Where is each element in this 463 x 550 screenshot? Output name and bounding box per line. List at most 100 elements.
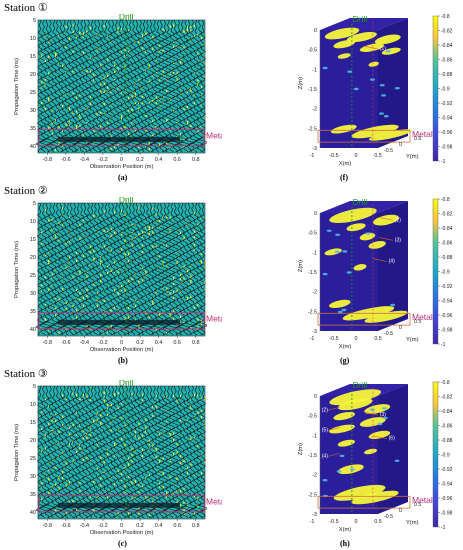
- radar-highlight: [110, 325, 112, 328]
- minor-reflection: [337, 310, 343, 314]
- radar-highlight: [162, 70, 164, 73]
- radar-highlight: [193, 235, 195, 239]
- metal-label: Metal: [412, 129, 433, 139]
- radar-highlight: [134, 430, 136, 433]
- radar-highlight: [114, 146, 116, 149]
- radar-highlight: [176, 289, 178, 293]
- metal-label: Metal: [412, 495, 433, 505]
- radar-highlight: [62, 394, 64, 397]
- x-tick-label: 0: [355, 153, 358, 159]
- radar-highlight: [166, 331, 168, 335]
- radar-highlight: [124, 253, 126, 256]
- x-tick-label: -0.4: [80, 157, 89, 163]
- radar-highlight: [117, 31, 119, 34]
- panel-label-h: (h): [340, 539, 350, 548]
- radar-highlight: [166, 491, 168, 494]
- radar-highlight: [138, 146, 140, 149]
- drill-label: Drill: [119, 14, 134, 22]
- minor-reflection: [394, 87, 400, 90]
- radar-highlight: [103, 400, 105, 403]
- radar-highlight: [166, 396, 168, 399]
- depth-tick-label: -0.5: [384, 514, 393, 520]
- radar-highlight: [114, 64, 116, 67]
- radar-highlight: [68, 216, 71, 219]
- x-tick-label: 0.5: [374, 153, 381, 159]
- anomaly-blobs: [322, 389, 400, 505]
- radar-highlight: [48, 40, 50, 43]
- anomaly-blob: [333, 40, 355, 49]
- radar-highlight: [100, 111, 102, 114]
- radar-highlight: [186, 270, 189, 273]
- radar-highlight: [86, 70, 88, 73]
- x-tick-label: 0.2: [136, 157, 144, 163]
- radar-highlight: [100, 125, 102, 128]
- radar-highlight: [186, 467, 189, 470]
- callout-label: (5): [322, 427, 328, 433]
- drill-label: Drill: [353, 197, 368, 207]
- radar-highlight: [75, 411, 78, 415]
- anomaly-blob: [351, 124, 399, 139]
- radar-highlight: [96, 300, 98, 303]
- radar-highlight: [145, 231, 147, 234]
- radar-highlight: [169, 315, 171, 318]
- radar-highlight: [62, 94, 64, 97]
- radar-highlight: [103, 210, 105, 213]
- radar-highlight: [58, 476, 60, 479]
- radar-highlight: [152, 302, 154, 305]
- depth-axis-label: Y(m): [406, 154, 419, 160]
- radar-highlight: [193, 248, 195, 251]
- radar-highlight: [166, 244, 168, 247]
- y-tick-label: 15: [30, 420, 36, 426]
- radar-highlight: [62, 223, 64, 226]
- radar-highlight: [155, 245, 157, 248]
- radar-highlight: [124, 317, 126, 320]
- radar-highlight: [127, 280, 130, 283]
- callout-line: [378, 216, 393, 221]
- x-tick-label: 0.8: [192, 157, 200, 163]
- radar-highlight: [110, 429, 112, 432]
- radar-highlight: [197, 79, 199, 82]
- radar-highlight: [117, 27, 119, 30]
- radar-highlight: [103, 391, 105, 394]
- radar-highlight: [134, 102, 136, 105]
- radar-highlight: [89, 245, 91, 248]
- radar-highlight: [58, 230, 60, 233]
- radar-highlight: [169, 292, 171, 295]
- radar-highlight: [179, 315, 182, 318]
- radar-highlight: [79, 114, 81, 117]
- radar-highlight: [58, 430, 60, 433]
- radar-highlight: [72, 460, 74, 463]
- radar-highlight: [124, 88, 126, 91]
- colorbar-tick-label: -0.98: [441, 511, 453, 517]
- radar-highlight: [190, 407, 192, 410]
- radar-highlight: [138, 280, 140, 283]
- radar-highlight: [110, 235, 112, 238]
- radar-highlight: [51, 429, 53, 433]
- radar-highlight: [138, 490, 140, 493]
- minor-reflection: [379, 112, 384, 115]
- y-tick-label: 30: [30, 291, 36, 297]
- colorbar-tick-label: -0.86: [441, 241, 453, 247]
- radar-highlight: [200, 472, 202, 475]
- z-tick-label: 0: [314, 211, 317, 217]
- anomaly-blob: [330, 124, 357, 134]
- radar-highlight: [197, 223, 199, 226]
- radar-highlight: [159, 433, 161, 436]
- radar-highlight: [96, 467, 98, 471]
- radar-highlight: [159, 255, 161, 258]
- radar-highlight: [127, 463, 130, 466]
- radar-highlight: [114, 444, 116, 447]
- radar-highlight: [131, 393, 133, 396]
- radar-highlight: [114, 78, 116, 82]
- radar-highlight: [148, 142, 150, 145]
- radar-highlight: [75, 127, 78, 131]
- radar-highlight: [68, 433, 71, 436]
- radar-highlight: [86, 122, 88, 125]
- x-tick-label: -0.6: [61, 523, 70, 529]
- radar-highlight: [155, 456, 157, 459]
- radar-highlight: [55, 413, 57, 416]
- anomaly-blob: [337, 439, 356, 447]
- radar-highlight: [152, 120, 154, 123]
- radar-highlight: [152, 500, 154, 503]
- y-tick-label: 40: [30, 510, 36, 516]
